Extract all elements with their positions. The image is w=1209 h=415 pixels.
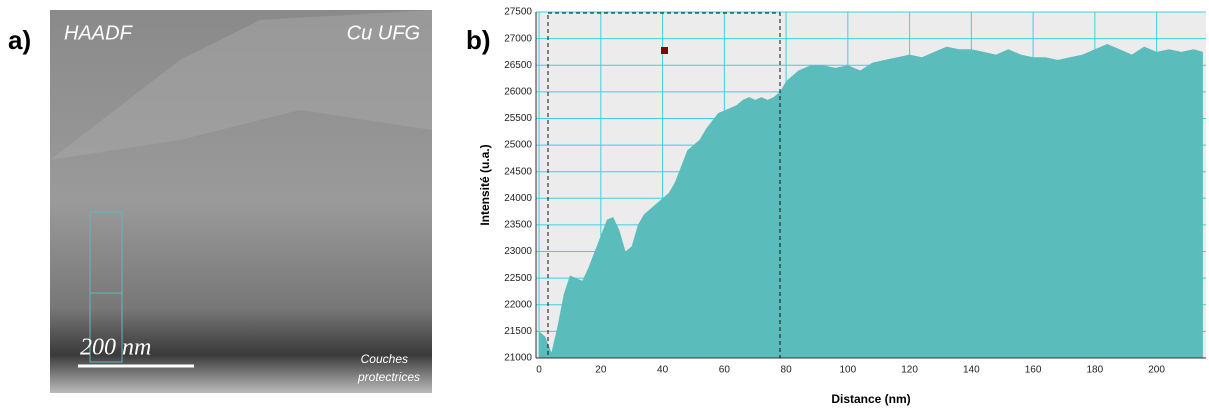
y-tick-label: 23000 (504, 246, 532, 257)
x-tick-label: 0 (536, 365, 542, 376)
x-tick-label: 200 (1148, 365, 1165, 376)
y-tick-label: 24000 (504, 193, 532, 204)
y-tick-label: 23500 (504, 220, 532, 231)
annotation: protectrices (357, 370, 420, 384)
x-tick-label: 60 (719, 365, 731, 376)
x-tick-label: 140 (963, 365, 980, 376)
y-tick-label: 26000 (504, 86, 532, 97)
x-tick-label: 20 (595, 365, 607, 376)
cursor-marker (661, 47, 668, 54)
x-tick-label: 40 (657, 365, 669, 376)
y-tick-label: 22500 (504, 273, 532, 284)
y-tick-label: 24500 (504, 166, 532, 177)
scale-bar-label: 200 nm (80, 335, 151, 361)
x-tick-label: 80 (781, 365, 793, 376)
x-tick-label: 180 (1087, 365, 1104, 376)
y-tick-label: 21500 (504, 326, 532, 337)
grain (50, 10, 432, 160)
panel-label: b) (466, 25, 491, 55)
x-tick-label: 120 (901, 365, 918, 376)
x-tick-label: 100 (839, 365, 856, 376)
panel-label: a) (8, 25, 31, 55)
y-axis-title: Intensité (u.a.) (478, 144, 492, 225)
sample-label: Cu UFG (347, 22, 420, 44)
y-tick-label: 27500 (504, 7, 532, 18)
y-tick-label: 22000 (504, 299, 532, 310)
area (539, 43, 1203, 358)
y-tick-label: 21000 (504, 353, 532, 364)
roi-box (89, 211, 123, 363)
mode-label: HAADF (64, 22, 134, 44)
x-tick-label: 160 (1025, 365, 1042, 376)
y-tick-label: 25000 (504, 140, 532, 151)
x-axis-title: Distance (nm) (831, 392, 910, 406)
y-tick-label: 26500 (504, 60, 532, 71)
annotation: Couches (361, 352, 408, 366)
y-tick-label: 27000 (504, 33, 532, 44)
y-tick-label: 25500 (504, 113, 532, 124)
